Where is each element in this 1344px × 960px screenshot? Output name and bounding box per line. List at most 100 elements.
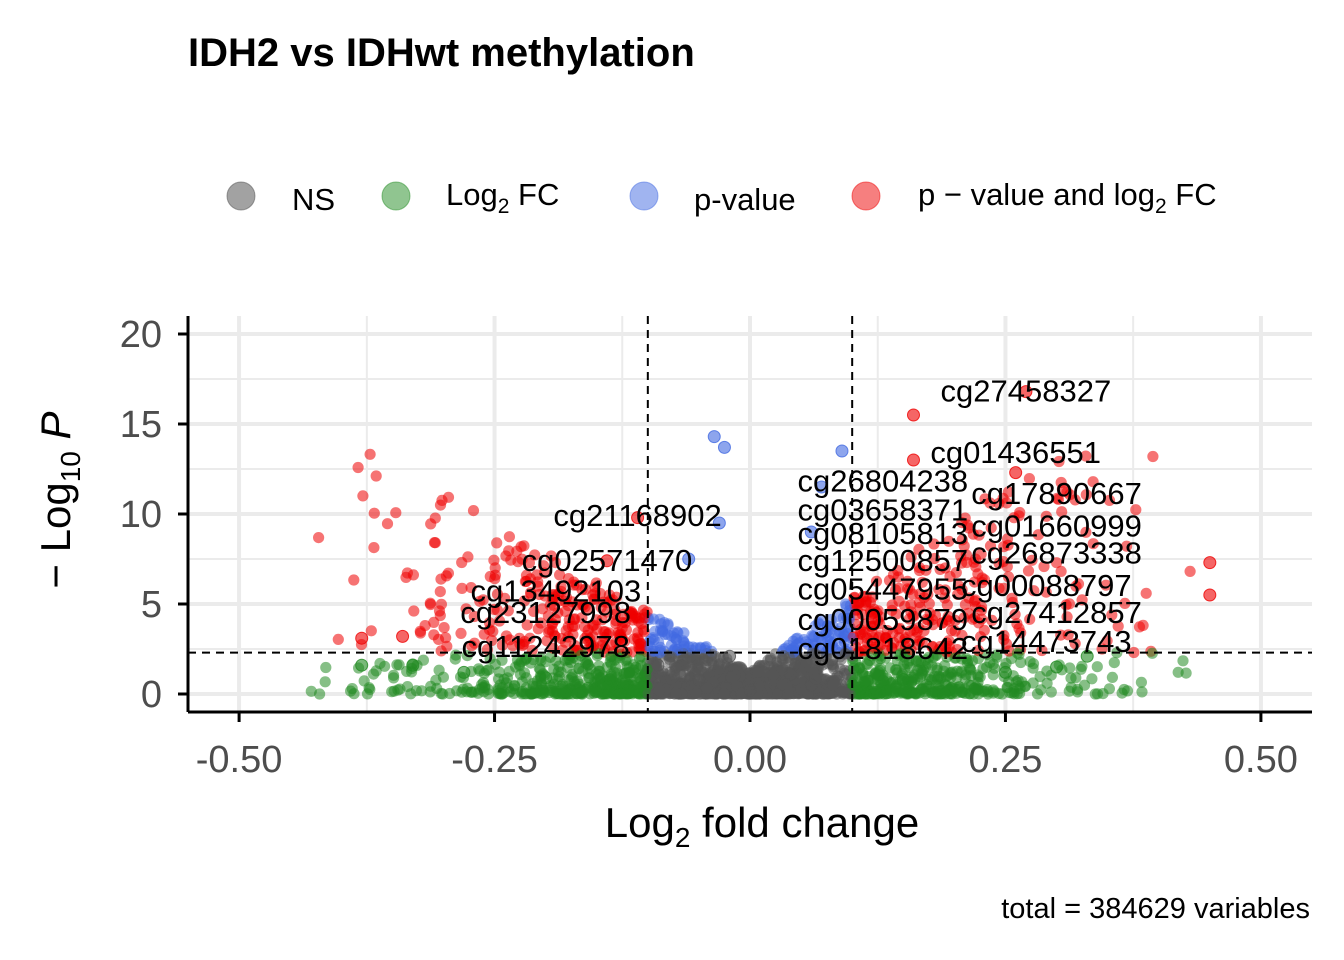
cloud-point [1076, 660, 1088, 673]
cloud-point [929, 552, 941, 565]
cloud-point [869, 683, 881, 695]
cloud-point [635, 638, 647, 650]
y-axis-title: − Log10 P [32, 411, 86, 588]
point-label: cg03658371 [798, 492, 969, 527]
cloud-point [690, 687, 702, 700]
cloud-point [1100, 579, 1112, 591]
cloud-point [941, 599, 953, 611]
cloud-point [848, 679, 860, 691]
legend: NS Log2 FC p-value p − value and log2 FC [226, 177, 1217, 218]
cloud-point [437, 688, 449, 700]
cloud-point [1116, 687, 1128, 699]
cloud-point [1028, 585, 1040, 597]
y-tick-label: 5 [141, 584, 162, 626]
cloud-point [1062, 629, 1074, 641]
point-label: cg26873338 [971, 536, 1142, 571]
cloud-point [910, 655, 922, 668]
cloud-point [916, 665, 928, 677]
cloud-point [904, 584, 916, 596]
cloud-point [1064, 489, 1076, 501]
data-point [804, 525, 818, 539]
cloud-point [718, 688, 730, 700]
cloud-point [789, 657, 801, 669]
cloud-point [1055, 565, 1067, 578]
cloud-point [542, 610, 555, 622]
cloud-point [559, 636, 571, 648]
cloud-point [521, 619, 533, 631]
cloud-point [714, 652, 726, 664]
cloud-point [905, 551, 917, 563]
cloud-point [546, 618, 558, 631]
cloud-point [647, 613, 660, 625]
cloud-point [1119, 597, 1131, 610]
cloud-point [1146, 647, 1158, 659]
cloud-point [514, 668, 527, 681]
cloud-point [833, 629, 845, 641]
data-point [815, 480, 829, 494]
cloud-point [826, 641, 839, 653]
cloud-point [699, 642, 711, 654]
cloud-point [821, 620, 834, 632]
data-point [906, 408, 920, 422]
point-label: cg01436551 [930, 435, 1101, 470]
cloud-point [1002, 486, 1015, 498]
cloud-point [544, 651, 556, 663]
cloud-point [391, 659, 403, 671]
cloud-point [1108, 657, 1120, 669]
cloud-point [1051, 557, 1063, 569]
cloud-point [923, 673, 936, 686]
cloud-point [1024, 613, 1036, 625]
cloud-point [370, 470, 382, 482]
data-point [804, 678, 818, 692]
data-point [1203, 556, 1217, 570]
cloud-point [987, 687, 999, 699]
cloud-point [956, 629, 968, 642]
legend-key-ns [226, 181, 256, 211]
point-label: cg12500857 [798, 543, 969, 578]
cloud-point [701, 682, 713, 694]
cloud-point [1065, 672, 1077, 684]
cloud-point [1053, 455, 1065, 468]
cloud-point [532, 580, 544, 592]
cloud-point [352, 461, 364, 474]
data-point [406, 658, 420, 672]
cloud-point [394, 683, 406, 695]
cloud-point [364, 448, 376, 460]
cloud-point [973, 617, 985, 629]
cloud-point [523, 557, 536, 569]
cloud-point [1007, 596, 1019, 609]
cloud-point [621, 660, 633, 672]
cloud-point [1061, 611, 1073, 623]
cloud-point [939, 562, 951, 574]
cloud-point [1060, 599, 1072, 611]
cloud-point [890, 584, 902, 596]
cloud-point [1140, 587, 1152, 599]
cloud-point [839, 648, 851, 660]
cloud-point [635, 618, 648, 630]
cloud-point [563, 614, 575, 626]
point-label: cg27458327 [941, 374, 1112, 409]
cloud-point [1135, 676, 1147, 688]
cloud-point [577, 686, 589, 698]
cloud-point [368, 507, 380, 519]
cloud-point [972, 652, 985, 665]
cloud-point [1184, 565, 1196, 578]
cloud-point [496, 654, 508, 666]
cloud-point [668, 670, 681, 682]
data-point [712, 516, 726, 530]
cloud-point [532, 623, 544, 635]
cloud-point [870, 666, 882, 679]
cloud-point [874, 611, 886, 623]
cloud-point [504, 686, 516, 698]
cloud-point [807, 647, 819, 659]
x-tick-label: 0.50 [1224, 739, 1298, 781]
cloud-point [767, 669, 780, 681]
cloud-point [320, 661, 332, 674]
cloud-point [587, 589, 599, 601]
cloud-point [977, 686, 989, 698]
data-point [723, 649, 737, 663]
cloud-point [886, 599, 898, 611]
data-point [692, 673, 706, 687]
cloud-point [519, 654, 531, 666]
